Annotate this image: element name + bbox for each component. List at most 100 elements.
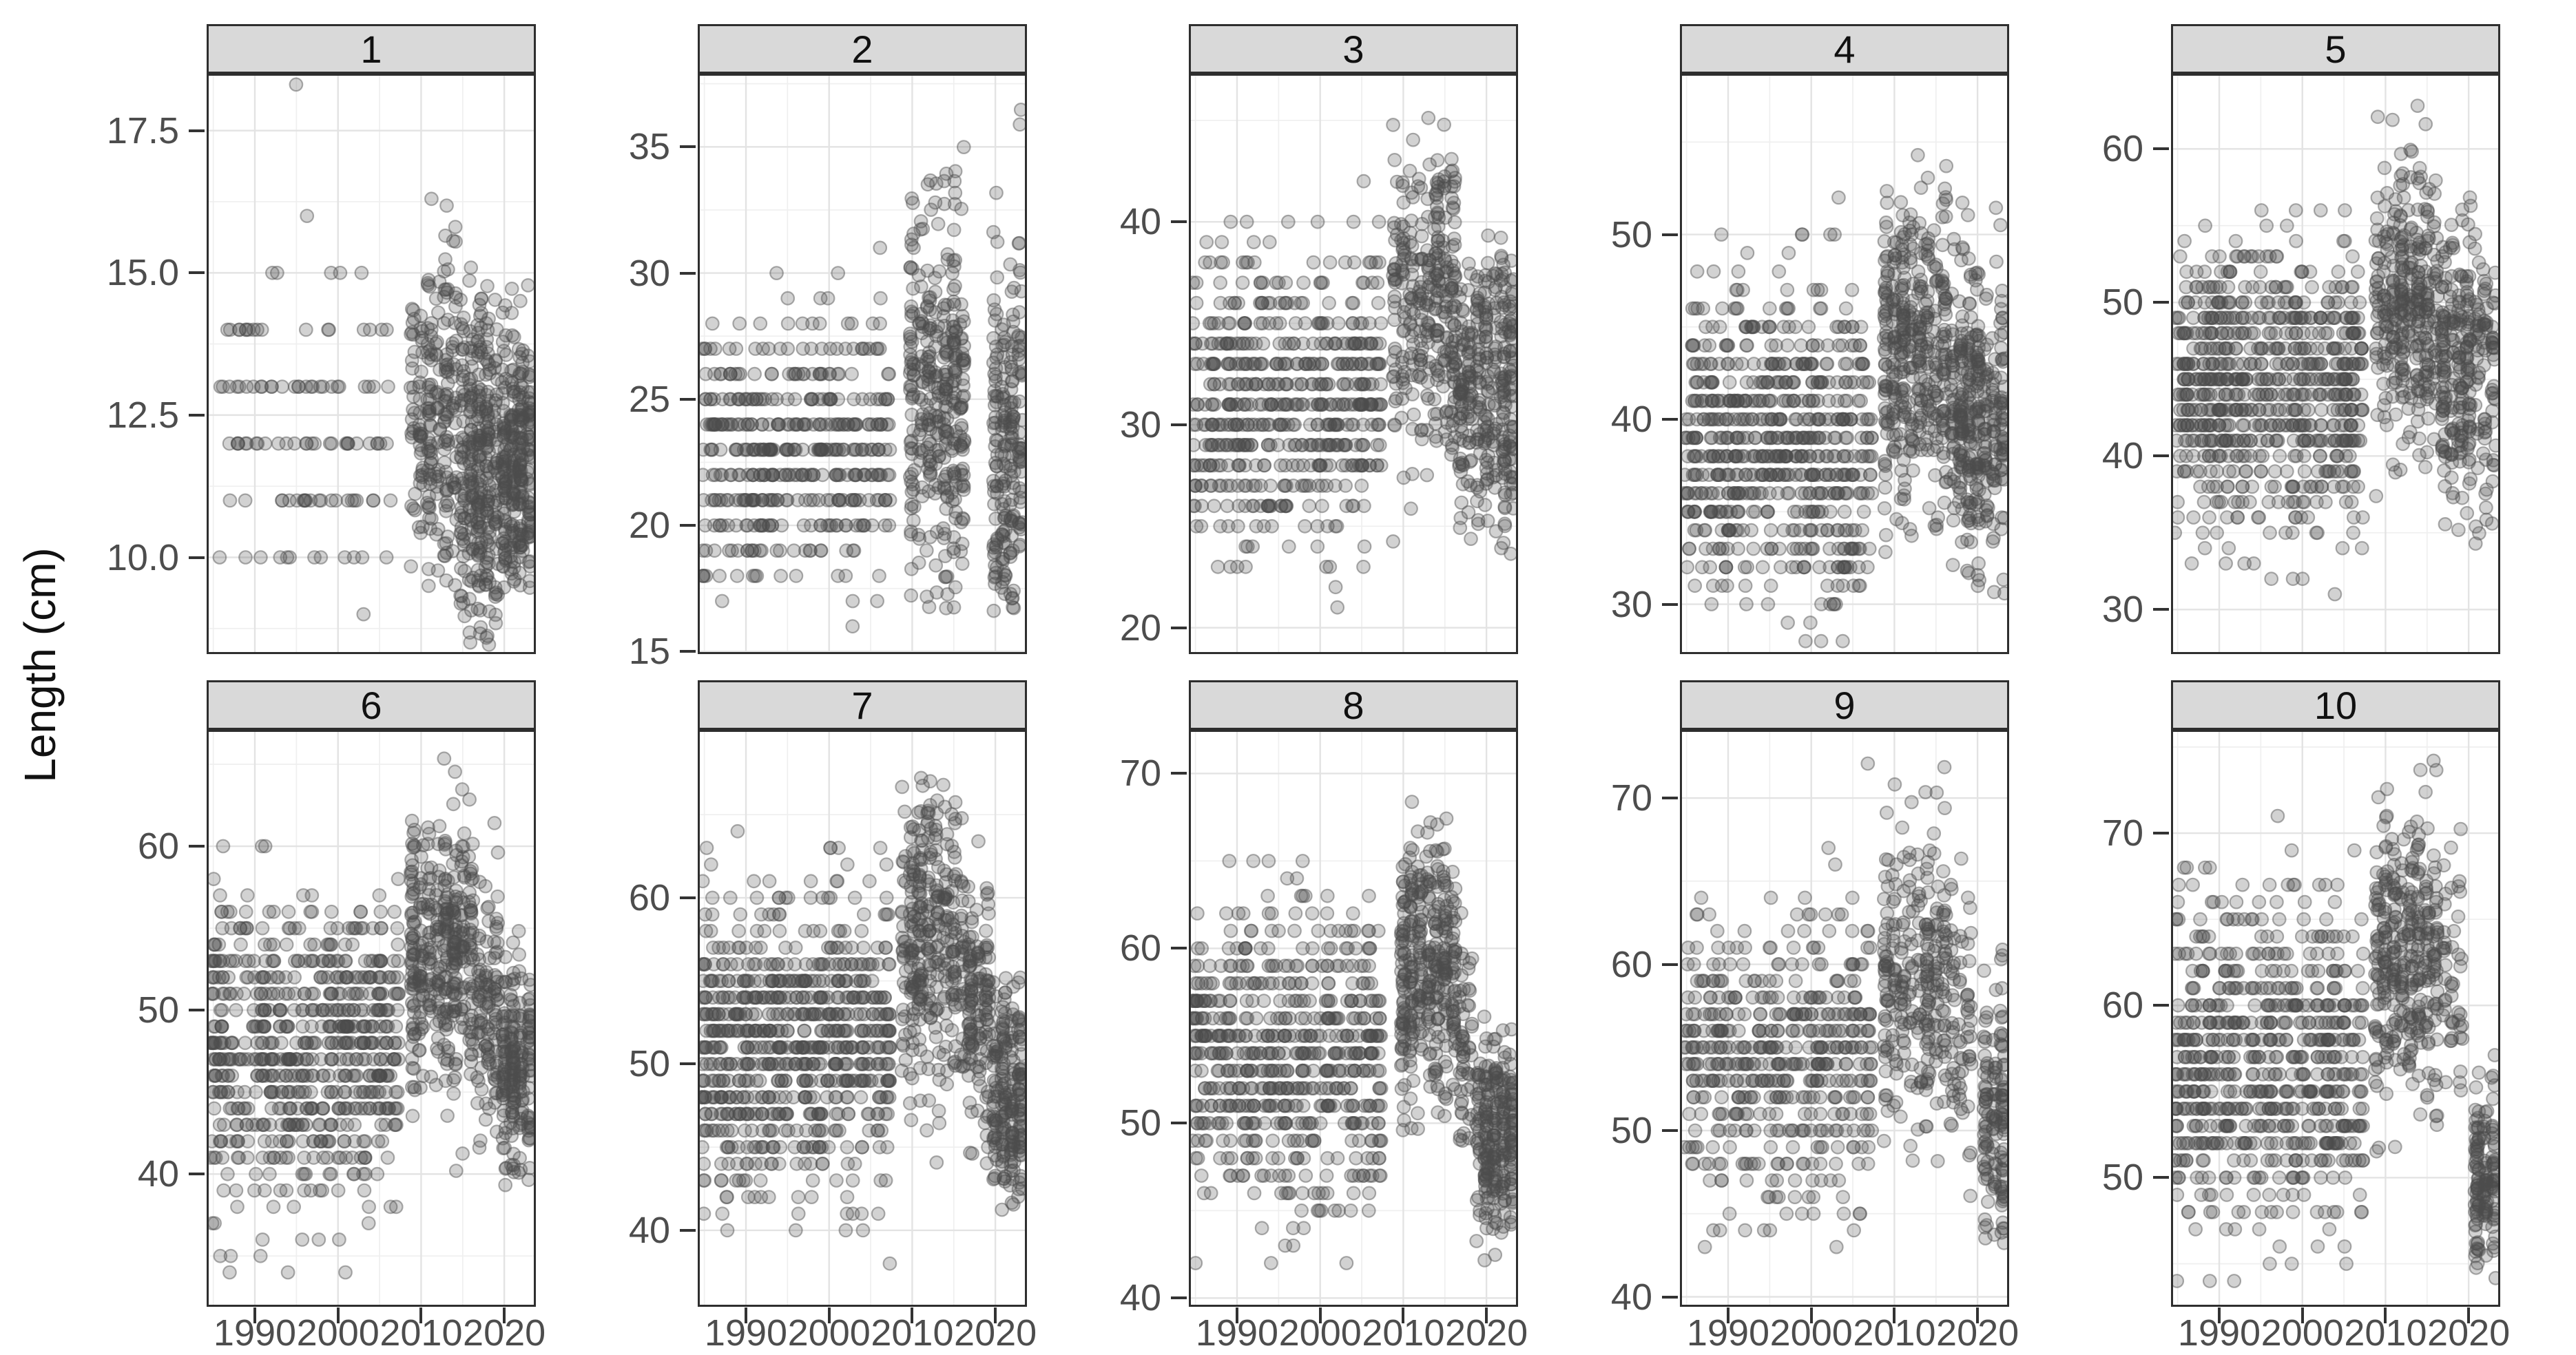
facet-strip-label: 1	[360, 27, 382, 71]
x-axis-tick-label: 1990	[1686, 1312, 1770, 1354]
y-axis-tick-mark	[1171, 220, 1187, 224]
y-axis-tick-mark	[680, 271, 696, 275]
y-axis-tick-label: 30	[628, 252, 670, 294]
y-axis-tick-label: 50	[1610, 213, 1652, 255]
y-axis-tick-mark	[2153, 1004, 2169, 1007]
x-axis-tick-mark	[1318, 1307, 1322, 1323]
x-axis-tick-mark	[745, 1307, 747, 1323]
x-axis-tick-label: 2000	[1278, 1312, 1362, 1354]
y-axis-tick-label: 40	[2101, 435, 2143, 477]
x-axis-tick-label: 1990	[704, 1312, 788, 1354]
scatter-panel	[1680, 74, 2009, 654]
facet-strip-label: 10	[2314, 683, 2358, 727]
y-axis-tick-mark	[680, 145, 696, 149]
y-axis-tick-mark	[1171, 1122, 1187, 1125]
x-axis-tick-mark	[1893, 1307, 1896, 1323]
y-axis-tick-mark	[2153, 832, 2169, 835]
x-axis-tick-label: 1990	[213, 1312, 297, 1354]
y-axis-tick-mark	[2153, 608, 2169, 611]
facet-strip: 3	[1189, 24, 1518, 74]
scatter-panel	[207, 730, 536, 1307]
scatter-panel	[207, 74, 536, 654]
data-points	[2171, 753, 2500, 1288]
x-axis-tick-label: 1990	[2177, 1312, 2261, 1354]
x-axis-tick-mark	[994, 1307, 997, 1323]
data-points	[698, 103, 1027, 634]
x-axis-tick-mark	[1976, 1307, 1980, 1323]
x-axis-tick-mark	[1727, 1307, 1730, 1323]
y-axis-tick-label: 60	[628, 876, 670, 918]
y-axis-tick-mark	[1171, 626, 1187, 629]
y-axis-tick-label: 50	[1119, 1102, 1161, 1144]
y-axis-tick-label: 70	[2101, 812, 2143, 854]
data-points	[1189, 795, 1518, 1270]
x-axis-tick-label: 2010	[1362, 1312, 1445, 1354]
y-axis-tick-mark	[1662, 1129, 1678, 1132]
y-axis-tick-mark	[680, 650, 696, 653]
x-axis-tick-mark	[2300, 1307, 2304, 1323]
x-axis-tick-label: 2020	[2427, 1312, 2511, 1354]
y-axis-tick-mark	[680, 896, 696, 899]
y-axis-tick-label: 40	[1119, 201, 1161, 243]
facet-strip-label: 5	[2325, 27, 2347, 71]
y-axis-tick-mark	[189, 413, 205, 417]
y-axis-tick-label: 60	[2101, 128, 2143, 170]
y-axis-tick-label: 40	[628, 1209, 670, 1251]
y-axis-tick-mark	[1171, 423, 1187, 426]
scatter-panel	[1189, 730, 1518, 1307]
facet-strip-label: 2	[851, 27, 873, 71]
y-axis-tick-label: 30	[1119, 403, 1161, 445]
y-axis-tick-mark	[680, 397, 696, 401]
y-axis-tick-label: 40	[1119, 1277, 1161, 1319]
x-axis-tick-mark	[419, 1307, 423, 1323]
x-axis-tick-label: 2020	[1936, 1312, 2019, 1354]
y-axis-tick-label: 70	[1610, 777, 1652, 819]
x-axis-tick-mark	[2218, 1307, 2221, 1323]
y-axis-tick-mark	[680, 1062, 696, 1066]
data-points	[698, 770, 1027, 1271]
y-axis-tick-label: 30	[2101, 589, 2143, 631]
facet-strip: 4	[1680, 24, 2009, 74]
y-axis-tick-mark	[1662, 797, 1678, 799]
y-axis-tick-mark	[1662, 418, 1678, 421]
data-points	[1680, 756, 2009, 1254]
x-axis-tick-label: 2000	[1769, 1312, 1853, 1354]
y-axis-tick-mark	[1662, 1295, 1678, 1299]
scatter-panel	[2171, 74, 2500, 654]
y-axis-tick-label: 50	[2101, 282, 2143, 324]
facet-strip-label: 8	[1342, 683, 1364, 727]
data-points	[1189, 110, 1518, 615]
scatter-panel	[1189, 74, 1518, 654]
y-axis-title: Length (cm)	[15, 547, 65, 783]
x-axis-tick-label: 2020	[463, 1312, 546, 1354]
scatter-panel	[698, 74, 1027, 654]
x-axis-tick-label: 2010	[871, 1312, 954, 1354]
facet-strip: 6	[207, 680, 536, 730]
y-axis-tick-mark	[189, 129, 205, 132]
facet-strip-label: 3	[1342, 27, 1364, 71]
y-axis-tick-mark	[189, 1173, 205, 1176]
facet-strip: 2	[698, 24, 1027, 74]
y-axis-tick-label: 50	[628, 1043, 670, 1085]
x-axis-tick-label: 2010	[1853, 1312, 1936, 1354]
y-axis-tick-label: 70	[1119, 753, 1161, 795]
y-axis-tick-mark	[189, 1009, 205, 1012]
x-axis-tick-label: 2000	[296, 1312, 380, 1354]
y-axis-tick-mark	[680, 1228, 696, 1232]
y-axis-tick-mark	[1171, 772, 1187, 775]
x-axis-tick-label: 1990	[1195, 1312, 1279, 1354]
y-axis-tick-label: 15.0	[106, 252, 179, 294]
x-axis-tick-mark	[1485, 1307, 1488, 1323]
facet-strip: 10	[2171, 680, 2500, 730]
y-axis-tick-label: 50	[2101, 1157, 2143, 1199]
y-axis-tick-mark	[2153, 1176, 2169, 1179]
scatter-panel	[698, 730, 1027, 1307]
x-axis-tick-mark	[1402, 1307, 1405, 1323]
x-axis-tick-label: 2010	[2344, 1312, 2427, 1354]
data-points	[207, 751, 536, 1280]
facet-strip: 5	[2171, 24, 2500, 74]
y-axis-tick-mark	[1171, 947, 1187, 950]
y-axis-tick-mark	[1662, 602, 1678, 606]
y-axis-tick-mark	[1171, 1296, 1187, 1300]
